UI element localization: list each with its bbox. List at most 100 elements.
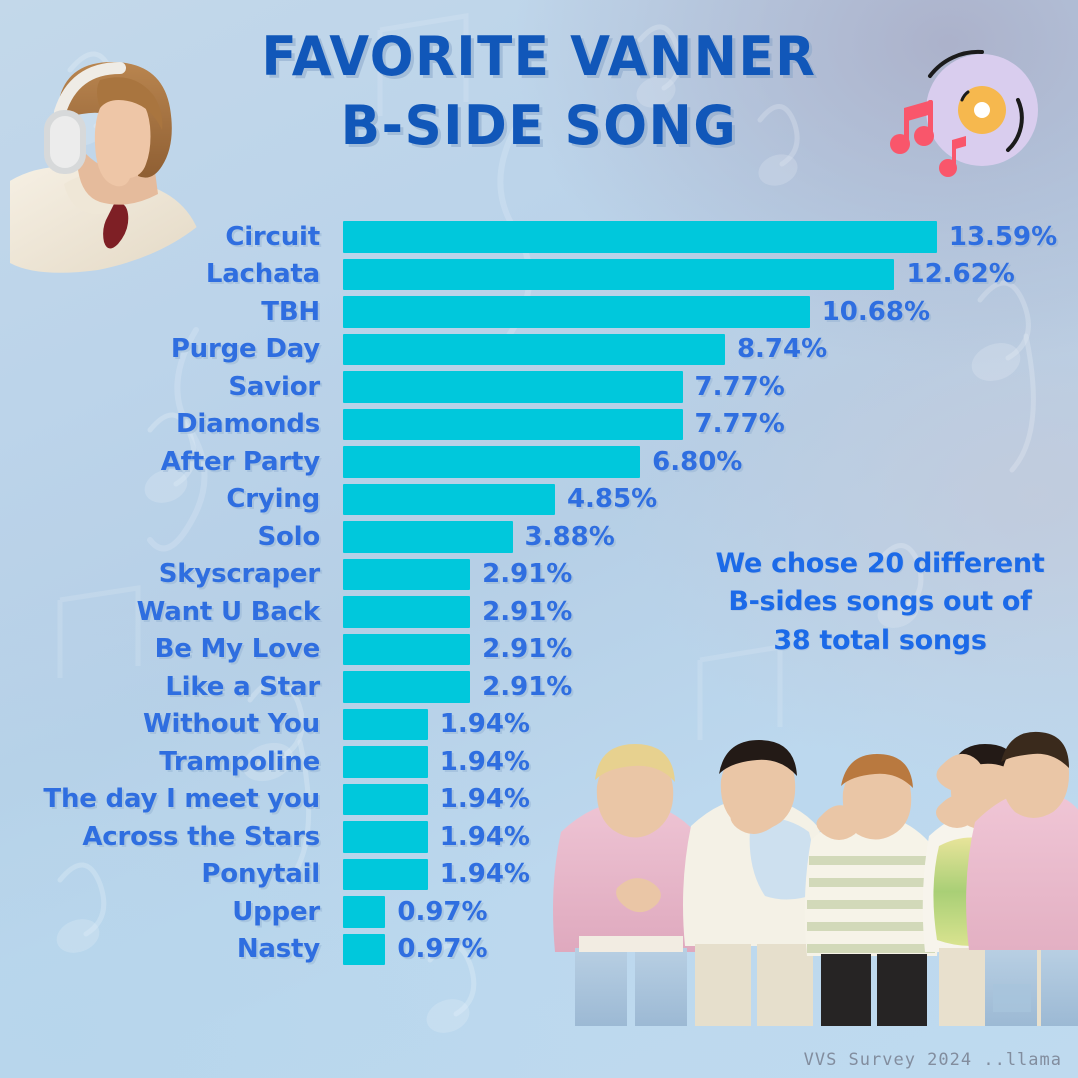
bar <box>343 746 428 778</box>
bar-chart: Circuit 13.59% Lachata 12.62% TBH 10.68% Purge… <box>0 218 1078 968</box>
chart-row: Be My Love 2.91% <box>0 631 1078 669</box>
bar-category-label: Purge Day <box>170 334 320 365</box>
chart-row: Diamonds 7.77% <box>0 406 1078 444</box>
chart-row: Purge Day 8.74% <box>0 331 1078 369</box>
chart-row: Solo 3.88% <box>0 518 1078 556</box>
note-line-3: 38 total songs <box>773 624 987 656</box>
bar-category-label: Savior <box>228 371 320 402</box>
survey-note: We chose 20 different B-sides songs out … <box>700 545 1060 660</box>
bar-track: 7.77% <box>343 368 1078 406</box>
bar-value-label: 12.62% <box>906 259 1015 290</box>
bar-value-label: 0.97% <box>397 896 488 927</box>
bar <box>343 446 641 478</box>
bar-value-label: 1.94% <box>439 784 530 815</box>
bar <box>343 708 428 740</box>
bar-category-label: Trampoline <box>159 746 320 777</box>
bar-value-label: 2.91% <box>482 559 573 590</box>
bar-track: 1.94% <box>343 743 1078 781</box>
bar-value-label: 8.74% <box>736 334 828 365</box>
title-line-1: FAVORITE VANNER <box>261 25 817 88</box>
bar-track: 1.94% <box>343 856 1078 894</box>
bar-value-label: 1.94% <box>439 821 530 852</box>
chart-row: Skyscraper 2.91% <box>0 556 1078 594</box>
chart-row: Across the Stars 1.94% <box>0 818 1078 856</box>
bar-value-label: 0.97% <box>397 934 488 965</box>
bar-track: 1.94% <box>343 781 1078 819</box>
bar-value-label: 2.91% <box>482 634 573 665</box>
bar <box>343 221 937 253</box>
chart-row: Nasty 0.97% <box>0 931 1078 969</box>
bar-track: 2.91% <box>343 556 1078 594</box>
bar-value-label: 1.94% <box>439 709 530 740</box>
bar <box>343 521 513 553</box>
chart-row: Want U Back 2.91% <box>0 593 1078 631</box>
bar-category-label: Nasty <box>236 934 320 965</box>
bar-track: 0.97% <box>343 893 1078 931</box>
bar-category-label: Solo <box>257 521 320 552</box>
bar-category-label: Diamonds <box>176 409 320 440</box>
bar-category-label: Upper <box>232 896 320 927</box>
bar-value-label: 1.94% <box>439 746 530 777</box>
bar-category-label: Across the Stars <box>82 821 320 852</box>
bar <box>343 633 471 665</box>
chart-row: Upper 0.97% <box>0 893 1078 931</box>
bar-category-label: Be My Love <box>154 634 321 665</box>
bar-category-label: Ponytail <box>201 859 320 890</box>
bar-category-label: Lachata <box>205 259 320 290</box>
bar <box>343 896 386 928</box>
bar-category-label: After Party <box>160 446 320 477</box>
music-note-small-icon <box>939 136 966 177</box>
bar-value-label: 4.85% <box>566 484 658 515</box>
chart-row: Ponytail 1.94% <box>0 856 1078 894</box>
chart-row: Circuit 13.59% <box>0 218 1078 256</box>
bar-value-label: 7.77% <box>694 409 785 440</box>
chart-row: Like a Star 2.91% <box>0 668 1078 706</box>
bar-track: 2.91% <box>343 593 1078 631</box>
chart-row: The day I meet you 1.94% <box>0 781 1078 819</box>
bar-track: 2.91% <box>343 668 1078 706</box>
chart-row: Savior 7.77% <box>0 368 1078 406</box>
bar <box>343 858 428 890</box>
credit-text: VVS Survey 2024 ..llama <box>803 1050 1062 1070</box>
bar-track: 12.62% <box>343 256 1078 294</box>
chart-row: Without You 1.94% <box>0 706 1078 744</box>
chart-row: Lachata 12.62% <box>0 256 1078 294</box>
bar-track: 1.94% <box>343 706 1078 744</box>
bar-category-label: Like a Star <box>165 671 320 702</box>
bar-track: 13.59% <box>343 218 1078 256</box>
bar <box>343 558 471 590</box>
chart-row: Trampoline 1.94% <box>0 743 1078 781</box>
bar-category-label: Crying <box>226 484 320 515</box>
chart-row: After Party 6.80% <box>0 443 1078 481</box>
bar-value-label: 2.91% <box>482 671 573 702</box>
bar-track: 6.80% <box>343 443 1078 481</box>
bar-value-label: 1.94% <box>439 859 530 890</box>
bar <box>343 596 471 628</box>
bar-track: 8.74% <box>343 331 1078 369</box>
bar-category-label: TBH <box>261 296 320 327</box>
bar-category-label: The day I meet you <box>43 784 320 815</box>
band-group-photo <box>545 700 1078 1030</box>
bar <box>343 371 683 403</box>
music-note-icon <box>890 100 934 154</box>
note-line-2: B-sides songs out of <box>728 586 1032 618</box>
chart-row: TBH 10.68% <box>0 293 1078 331</box>
bar-track: 10.68% <box>343 293 1078 331</box>
headphones-portrait-photo <box>8 58 198 273</box>
bar-track: 7.77% <box>343 406 1078 444</box>
bar-category-label: Skyscraper <box>158 559 320 590</box>
bar-value-label: 10.68% <box>821 296 930 327</box>
bar-value-label: 2.91% <box>482 596 573 627</box>
bar <box>343 296 810 328</box>
bar-value-label: 13.59% <box>948 221 1058 252</box>
bar-category-label: Circuit <box>225 221 320 252</box>
title-line-2: B-SIDE SONG <box>340 94 738 158</box>
bar <box>343 333 725 365</box>
bar-track: 0.97% <box>343 931 1078 969</box>
vinyl-record-icon <box>890 38 1060 188</box>
bar-track: 3.88% <box>343 518 1078 556</box>
bar <box>343 483 555 515</box>
bar-value-label: 7.77% <box>694 371 785 402</box>
bar-category-label: Without You <box>143 709 320 740</box>
